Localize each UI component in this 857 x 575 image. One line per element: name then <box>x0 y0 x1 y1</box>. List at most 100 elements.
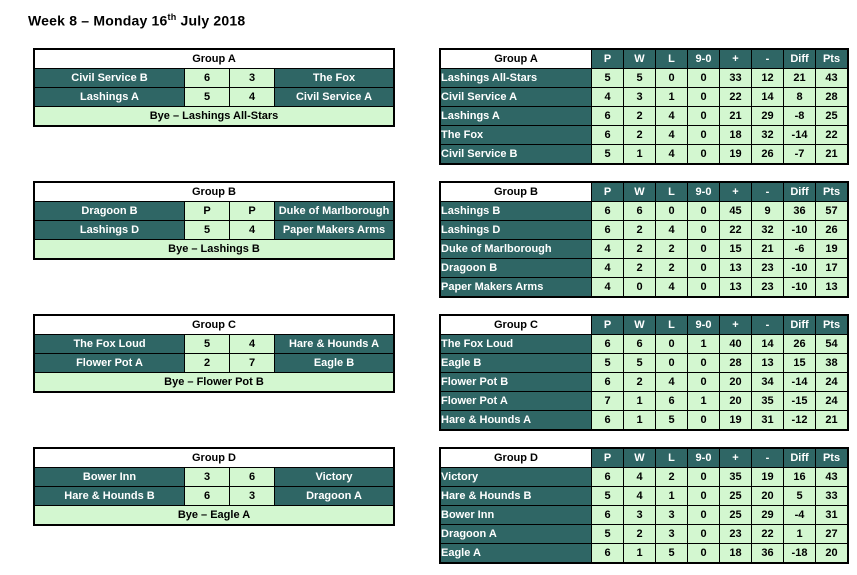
team-name: The Fox Loud <box>439 333 592 354</box>
team-name: Hare & Hounds B <box>439 485 592 506</box>
team-name: Lashings D <box>439 219 592 240</box>
stat-lost: 2 <box>655 257 688 278</box>
stat-for: 18 <box>719 542 752 564</box>
column-header-nine-nil: 9-0 <box>687 48 720 69</box>
stat-nine-nil: 0 <box>687 504 720 525</box>
stat-nine-nil: 0 <box>687 219 720 240</box>
column-header-lost: L <box>655 181 688 202</box>
team-name: Victory <box>439 466 592 487</box>
bye-label: Bye – Lashings B <box>33 238 395 260</box>
fixture-row: Civil Service B 6 3 The Fox <box>33 67 395 88</box>
stat-played: 6 <box>591 542 624 564</box>
standings-row: The Fox 6 2 4 0 18 32 -14 22 <box>439 124 849 145</box>
fixture-row: Flower Pot A 2 7 Eagle B <box>33 352 395 373</box>
stat-lost: 4 <box>655 371 688 392</box>
stat-won: 6 <box>623 200 656 221</box>
stat-against: 23 <box>751 257 784 278</box>
stat-for: 20 <box>719 371 752 392</box>
home-score: 5 <box>184 86 230 107</box>
standings-header-row: Group B P W L 9-0 + - Diff Pts <box>439 181 849 202</box>
stat-pts: 38 <box>815 352 849 373</box>
page-title: Week 8 – Monday 16th July 2018 <box>28 12 857 29</box>
stat-nine-nil: 0 <box>687 257 720 278</box>
standings-row: Lashings D 6 2 4 0 22 32 -10 26 <box>439 219 849 240</box>
stat-diff: -12 <box>783 409 816 431</box>
stat-diff: -6 <box>783 238 816 259</box>
stat-pts: 13 <box>815 276 849 298</box>
stat-against: 19 <box>751 466 784 487</box>
column-header-against: - <box>751 48 784 69</box>
stat-pts: 54 <box>815 333 849 354</box>
stat-for: 40 <box>719 333 752 354</box>
standings-header-row: Group A P W L 9-0 + - Diff Pts <box>439 48 849 69</box>
group-section-group-c: Group C The Fox Loud 5 4 Hare & Hounds A Flow… <box>33 313 857 431</box>
standings-row: Lashings B 6 6 0 0 45 9 36 57 <box>439 200 849 221</box>
column-header-lost: L <box>655 447 688 468</box>
away-score: 4 <box>229 219 275 240</box>
column-header-played: P <box>591 447 624 468</box>
stat-pts: 20 <box>815 542 849 564</box>
stat-won: 1 <box>623 143 656 165</box>
stat-played: 5 <box>591 523 624 544</box>
stat-won: 0 <box>623 276 656 298</box>
stat-diff: -14 <box>783 371 816 392</box>
column-header-diff: Diff <box>783 447 816 468</box>
stat-lost: 4 <box>655 219 688 240</box>
team-name: Flower Pot B <box>439 371 592 392</box>
standings-row: Dragoon B 4 2 2 0 13 23 -10 17 <box>439 257 849 278</box>
column-header-nine-nil: 9-0 <box>687 447 720 468</box>
column-header-pts: Pts <box>815 48 849 69</box>
column-header-for: + <box>719 314 752 335</box>
stat-against: 34 <box>751 371 784 392</box>
stat-pts: 21 <box>815 409 849 431</box>
stat-pts: 26 <box>815 219 849 240</box>
bye-row: Bye – Eagle A <box>33 504 395 526</box>
stat-nine-nil: 0 <box>687 466 720 487</box>
team-name: Civil Service A <box>439 86 592 107</box>
column-header-diff: Diff <box>783 181 816 202</box>
team-name: Lashings A <box>439 105 592 126</box>
stat-diff: 8 <box>783 86 816 107</box>
team-name: Dragoon B <box>439 257 592 278</box>
stat-nine-nil: 0 <box>687 105 720 126</box>
stat-lost: 0 <box>655 200 688 221</box>
fixtures-group-title: Group D <box>33 447 395 468</box>
stat-won: 5 <box>623 67 656 88</box>
stat-pts: 27 <box>815 523 849 544</box>
stat-for: 19 <box>719 409 752 431</box>
stat-played: 4 <box>591 86 624 107</box>
standings-table-group-c: Group C P W L 9-0 + - Diff Pts The Fox Loud 6 6 0 1 40… <box>439 313 849 431</box>
stat-lost: 0 <box>655 333 688 354</box>
home-score: 6 <box>184 67 230 88</box>
team-name: Hare & Hounds A <box>439 409 592 431</box>
stat-won: 1 <box>623 409 656 431</box>
fixture-row: Hare & Hounds B 6 3 Dragoon A <box>33 485 395 506</box>
away-score: 3 <box>229 67 275 88</box>
stat-lost: 2 <box>655 466 688 487</box>
stat-for: 25 <box>719 504 752 525</box>
stat-pts: 43 <box>815 466 849 487</box>
column-header-played: P <box>591 181 624 202</box>
away-team: Duke of Marlborough <box>274 200 395 221</box>
stat-nine-nil: 0 <box>687 352 720 373</box>
stat-won: 2 <box>623 124 656 145</box>
stat-played: 6 <box>591 219 624 240</box>
away-team: Victory <box>274 466 395 487</box>
column-header-for: + <box>719 181 752 202</box>
team-name: Lashings B <box>439 200 592 221</box>
stat-diff: -10 <box>783 276 816 298</box>
home-score: 6 <box>184 485 230 506</box>
stat-played: 6 <box>591 371 624 392</box>
stat-against: 35 <box>751 390 784 411</box>
standings-group-title: Group B <box>439 181 592 202</box>
column-header-nine-nil: 9-0 <box>687 181 720 202</box>
stat-lost: 0 <box>655 67 688 88</box>
stat-lost: 1 <box>655 485 688 506</box>
standings-table-group-a: Group A P W L 9-0 + - Diff Pts Lashings All-Stars… <box>439 47 849 165</box>
column-header-nine-nil: 9-0 <box>687 314 720 335</box>
stat-diff: 5 <box>783 485 816 506</box>
team-name: The Fox <box>439 124 592 145</box>
stat-nine-nil: 1 <box>687 390 720 411</box>
stat-won: 2 <box>623 257 656 278</box>
standings-row: Flower Pot B 6 2 4 0 20 34 -14 24 <box>439 371 849 392</box>
